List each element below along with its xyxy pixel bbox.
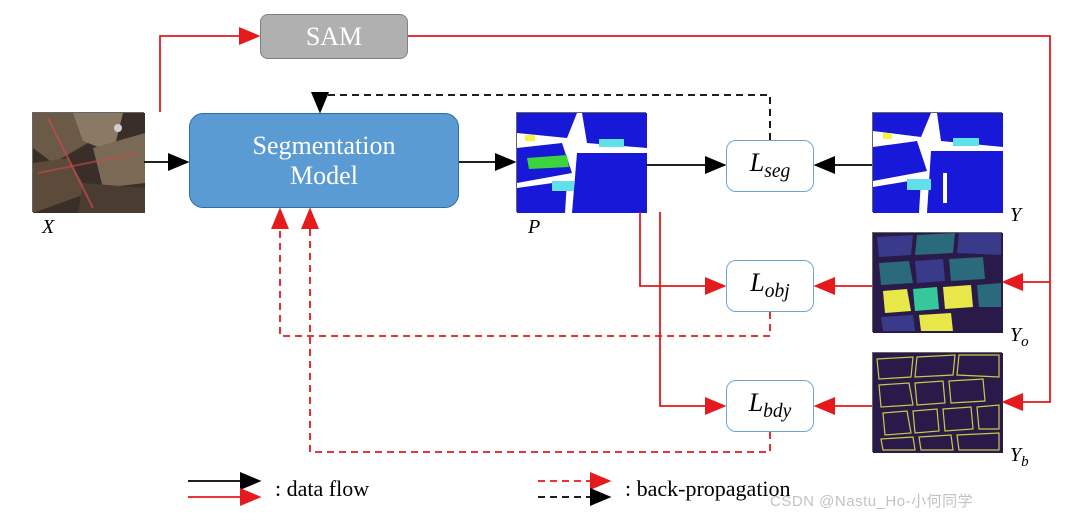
label-lobj: Lobj	[750, 268, 789, 303]
edge-p-to-lobj	[640, 212, 723, 286]
box-lbdy: Lbdy	[726, 380, 814, 432]
box-sam: SAM	[260, 14, 408, 59]
caption-y: Y	[1010, 204, 1021, 227]
tile-p	[516, 112, 646, 212]
tile-yo	[872, 232, 1002, 332]
caption-x: X	[42, 216, 54, 239]
label-lseg: Lseg	[750, 148, 790, 183]
tile-x	[32, 112, 144, 212]
box-lobj: Lobj	[726, 260, 814, 312]
watermark: CSDN @Nastu_Ho-小何同学	[770, 490, 973, 511]
legend-dataflow: : data flow	[275, 476, 369, 502]
caption-p: P	[528, 216, 540, 239]
edge-p-to-lbdy	[660, 212, 723, 406]
box-segmentation-model: SegmentationModel	[189, 113, 459, 208]
edge-lbdy-back	[310, 211, 770, 452]
tile-y	[872, 112, 1002, 212]
box-lseg: Lseg	[726, 140, 814, 192]
tile-yb	[872, 352, 1002, 452]
caption-yb: Yb	[1010, 444, 1029, 471]
caption-yo: Yo	[1010, 324, 1029, 351]
edge-lobj-back	[280, 211, 770, 336]
label-sam: SAM	[306, 22, 362, 52]
label-lbdy: Lbdy	[749, 388, 792, 423]
label-seg: SegmentationModel	[253, 131, 396, 191]
edge-x-to-sam	[160, 36, 257, 112]
legend-backprop: : back-propagation	[625, 476, 791, 502]
